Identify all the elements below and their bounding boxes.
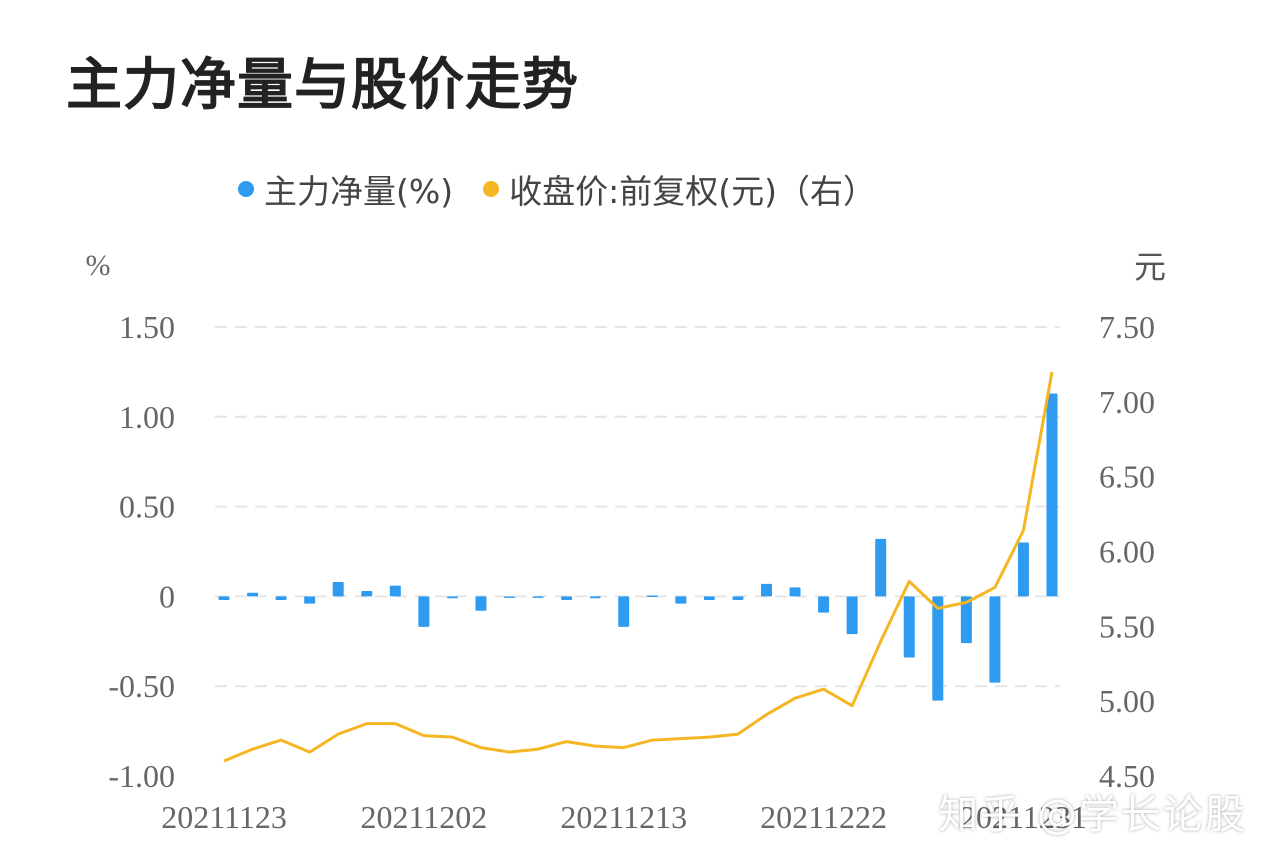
- bar: [818, 596, 830, 613]
- right-tick-label: 6.00: [1099, 534, 1155, 570]
- right-tick-label: 4.50: [1099, 758, 1155, 794]
- x-tick-label: 20211231: [960, 799, 1087, 835]
- bar: [446, 596, 458, 599]
- bar: [618, 596, 630, 627]
- left-tick-label: 0: [159, 578, 175, 614]
- bar: [275, 596, 287, 600]
- bar: [247, 592, 259, 597]
- bar: [732, 596, 744, 600]
- legend: 主力净量(%) 收盘价:前复权(元)（右）: [238, 165, 906, 213]
- bar: [504, 596, 516, 598]
- right-tick-label: 7.50: [1099, 309, 1155, 345]
- bar: [589, 596, 601, 599]
- legend-line-dot: [483, 181, 500, 197]
- watermark: 知乎 @学长论股: [938, 792, 1247, 838]
- bar: [846, 596, 858, 635]
- x-tick-label: 20211123: [161, 799, 287, 835]
- bar: [1046, 393, 1058, 597]
- bar: [1017, 542, 1029, 597]
- bar: [304, 596, 316, 604]
- bar: [932, 596, 944, 701]
- left-tick-label: 1.50: [119, 309, 175, 345]
- bar: [903, 596, 915, 658]
- bar: [989, 596, 1001, 683]
- legend-line-label: 收盘价:前复权(元)（右）: [509, 172, 876, 211]
- bar: [389, 585, 401, 597]
- bar: [789, 587, 801, 597]
- bar: [361, 591, 373, 597]
- x-tick-label: 20211202: [360, 799, 487, 835]
- bar: [332, 582, 344, 597]
- right-tick-label: 7.00: [1099, 384, 1155, 420]
- price-line: [223, 371, 1054, 763]
- legend-bar-label: 主力净量(%): [264, 172, 454, 211]
- x-tick-label: 20211213: [560, 799, 687, 835]
- bar: [532, 596, 544, 598]
- bar: [475, 596, 487, 611]
- bar: [760, 583, 772, 597]
- bar: [561, 596, 573, 600]
- x-tick-label: 20211222: [760, 799, 887, 835]
- bar: [960, 596, 972, 644]
- bar: [218, 596, 230, 600]
- right-tick-label: 5.50: [1099, 608, 1155, 644]
- right-axis-unit: 元: [1134, 248, 1166, 286]
- bar: [675, 596, 687, 604]
- legend-item-line[interactable]: 收盘价:前复权(元)（右）: [483, 165, 876, 213]
- left-axis-unit: %: [86, 249, 111, 282]
- bar: [703, 596, 715, 600]
- left-tick-label: -1.00: [108, 758, 175, 794]
- legend-bar-dot: [238, 181, 254, 197]
- bar: [875, 538, 887, 597]
- legend-item-bar[interactable]: 主力净量(%): [238, 165, 453, 213]
- right-tick-label: 6.50: [1099, 459, 1155, 495]
- left-tick-label: 0.50: [119, 489, 175, 525]
- bar: [418, 596, 430, 627]
- right-tick-label: 5.00: [1099, 683, 1155, 719]
- bar: [646, 595, 658, 598]
- chart-title: 主力净量与股价走势: [66, 53, 579, 118]
- left-tick-label: -0.50: [108, 668, 175, 704]
- left-tick-label: 1.00: [119, 399, 175, 435]
